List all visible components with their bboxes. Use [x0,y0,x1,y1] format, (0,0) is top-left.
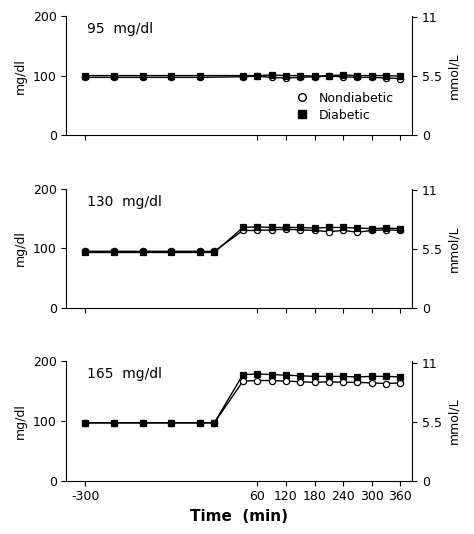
Text: 130  mg/dl: 130 mg/dl [87,195,162,209]
Y-axis label: mmol/L: mmol/L [447,52,461,99]
Y-axis label: mg/dl: mg/dl [14,230,27,266]
Y-axis label: mmol/L: mmol/L [447,398,461,444]
Y-axis label: mg/dl: mg/dl [14,403,27,439]
X-axis label: Time  (min): Time (min) [191,509,288,524]
Y-axis label: mg/dl: mg/dl [14,58,27,93]
Y-axis label: mmol/L: mmol/L [447,225,461,272]
Text: 95  mg/dl: 95 mg/dl [87,22,153,36]
Legend: Nondiabetic, Diabetic: Nondiabetic, Diabetic [284,87,399,127]
Text: 165  mg/dl: 165 mg/dl [87,367,162,381]
